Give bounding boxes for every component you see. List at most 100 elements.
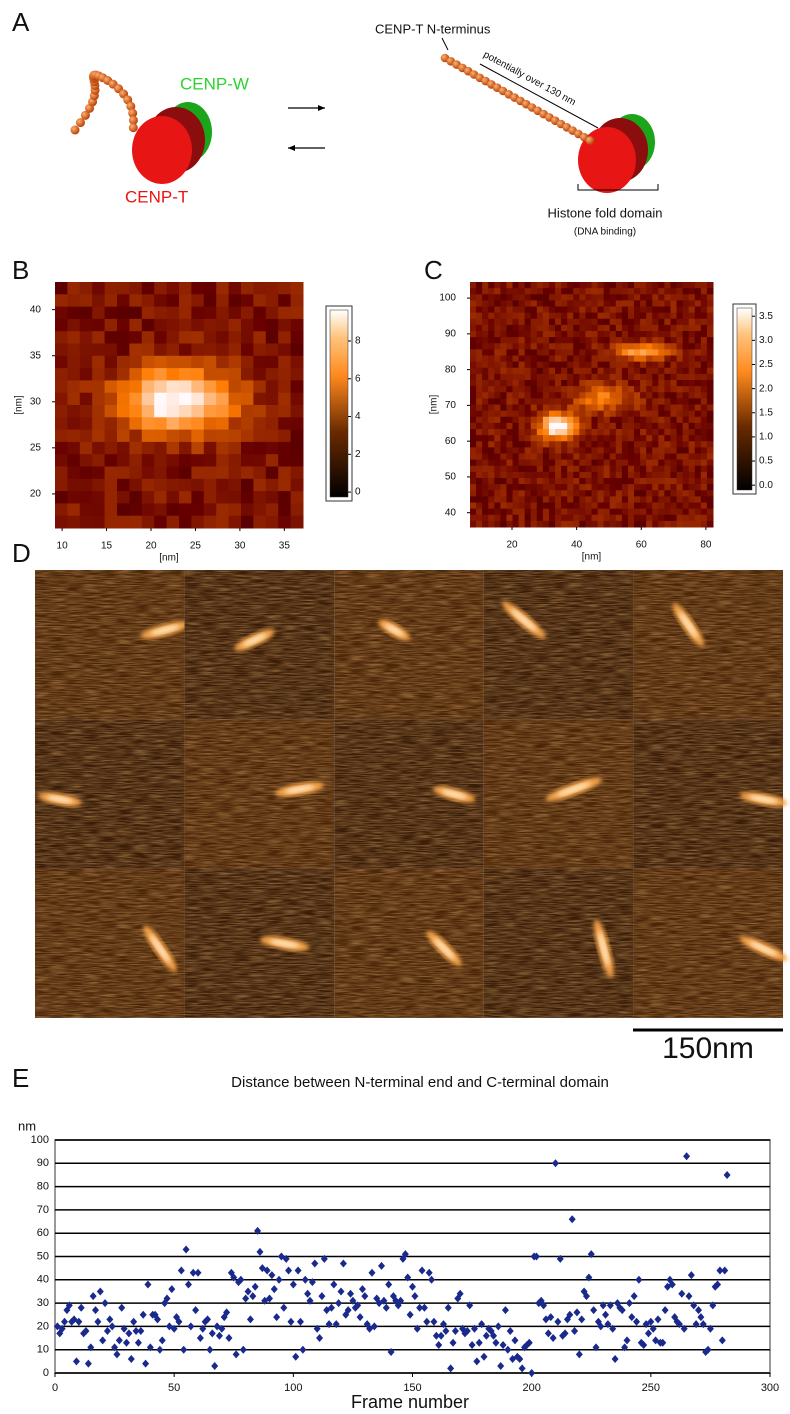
heatmap-cell bbox=[609, 337, 617, 344]
heatmap-cell bbox=[524, 453, 532, 461]
heatmap-cell bbox=[676, 398, 684, 405]
heatmap-cell bbox=[658, 508, 665, 516]
heatmap-cell bbox=[597, 386, 605, 393]
heatmap-cell bbox=[627, 392, 635, 399]
heatmap-cell bbox=[241, 466, 254, 480]
heatmap-cell bbox=[67, 466, 81, 480]
heatmap-cell bbox=[512, 306, 520, 314]
data-point bbox=[468, 1341, 476, 1350]
heatmap-cell bbox=[494, 459, 501, 467]
heatmap-cell bbox=[694, 484, 702, 491]
heatmap-cell bbox=[92, 454, 106, 467]
heatmap-cell bbox=[530, 410, 538, 418]
data-point bbox=[232, 1350, 240, 1359]
data-point bbox=[480, 1352, 488, 1361]
heatmap-cell bbox=[476, 373, 483, 381]
heatmap-cell bbox=[506, 453, 514, 461]
afm-noise bbox=[184, 570, 335, 720]
heatmap-cell bbox=[542, 435, 550, 442]
heatmap-cell bbox=[591, 465, 599, 473]
heatmap-cell bbox=[92, 441, 106, 455]
heatmap-cell bbox=[512, 300, 520, 307]
x-tick-label: 150 bbox=[403, 1382, 421, 1394]
heatmap-cell bbox=[567, 429, 574, 436]
heatmap-cell bbox=[290, 441, 304, 455]
heatmap-cell bbox=[548, 331, 556, 338]
heatmap-cell bbox=[141, 454, 155, 467]
heatmap-cell bbox=[706, 478, 714, 485]
heatmap-cell bbox=[476, 484, 483, 491]
heatmap-cell bbox=[591, 300, 599, 307]
heatmap-cell bbox=[141, 392, 155, 406]
data-point bbox=[249, 1292, 257, 1301]
heatmap-cell bbox=[228, 392, 242, 406]
heatmap-cell bbox=[228, 491, 242, 504]
heatmap-cell bbox=[579, 478, 586, 485]
data-point bbox=[194, 1268, 202, 1277]
heatmap-cell bbox=[506, 373, 514, 381]
heatmap-cell bbox=[640, 288, 647, 295]
heatmap-cell bbox=[542, 300, 550, 307]
heatmap-cell bbox=[253, 392, 267, 406]
scale-bar-label: 150nm bbox=[662, 1032, 754, 1065]
heatmap-cell bbox=[682, 386, 690, 393]
heatmap-cell bbox=[585, 282, 592, 289]
data-point bbox=[103, 1327, 111, 1336]
heatmap-cell bbox=[548, 429, 556, 436]
heatmap-cell bbox=[597, 294, 605, 301]
heatmap-cell bbox=[536, 490, 544, 497]
heatmap-cell bbox=[706, 410, 714, 418]
heatmap-cell bbox=[470, 471, 477, 479]
heatmap-cell bbox=[512, 490, 520, 497]
heatmap-cell bbox=[470, 300, 477, 307]
heatmap-cell bbox=[706, 398, 714, 405]
heatmap-cell bbox=[470, 294, 477, 301]
data-point bbox=[435, 1341, 443, 1350]
heatmap-cell bbox=[129, 515, 143, 529]
heatmap-cell bbox=[579, 496, 586, 503]
heatmap-cell bbox=[506, 514, 514, 522]
heatmap-cell bbox=[530, 465, 538, 473]
heatmap-cell bbox=[117, 380, 130, 394]
heatmap-cell bbox=[597, 349, 605, 356]
heatmap-cell bbox=[548, 380, 556, 387]
heatmap-cell bbox=[640, 459, 647, 467]
heatmap-cell bbox=[621, 367, 629, 375]
heatmap-cell bbox=[524, 386, 532, 393]
heatmap-cell bbox=[488, 502, 495, 510]
heatmap-cell bbox=[579, 380, 586, 387]
heatmap-cell bbox=[500, 337, 507, 344]
heatmap-cell bbox=[561, 386, 568, 393]
heatmap-cell bbox=[706, 367, 714, 375]
heatmap-cell bbox=[482, 312, 489, 320]
heatmap-cell bbox=[591, 435, 599, 442]
data-point bbox=[604, 1320, 612, 1329]
heatmap-cell bbox=[216, 466, 230, 480]
heatmap-cell bbox=[530, 471, 538, 479]
heatmap-cell bbox=[530, 367, 538, 375]
heatmap-cell bbox=[536, 288, 544, 295]
heatmap-cell bbox=[500, 312, 507, 320]
y-tick-label: 60 bbox=[445, 436, 457, 447]
heatmap-cell bbox=[706, 337, 714, 344]
heatmap-cell bbox=[542, 398, 550, 405]
heatmap-cell bbox=[597, 502, 605, 510]
heatmap-cell bbox=[524, 288, 532, 295]
heatmap-cell bbox=[597, 306, 605, 314]
heatmap-cell bbox=[512, 343, 520, 350]
heatmap-cell bbox=[542, 429, 550, 436]
heatmap-cell bbox=[482, 502, 489, 510]
data-point bbox=[251, 1282, 259, 1291]
heatmap-cell bbox=[573, 324, 580, 332]
heatmap-cell bbox=[154, 392, 168, 406]
heatmap-cell bbox=[573, 490, 580, 497]
heatmap-cell bbox=[141, 355, 155, 369]
heatmap-cell bbox=[573, 404, 580, 412]
data-point bbox=[256, 1247, 264, 1256]
bead bbox=[128, 108, 138, 118]
heatmap-cell bbox=[640, 380, 647, 387]
heatmap-cell bbox=[500, 465, 507, 473]
heatmap-cell bbox=[652, 410, 659, 418]
heatmap-cell bbox=[203, 466, 217, 480]
heatmap-cell bbox=[646, 441, 653, 448]
